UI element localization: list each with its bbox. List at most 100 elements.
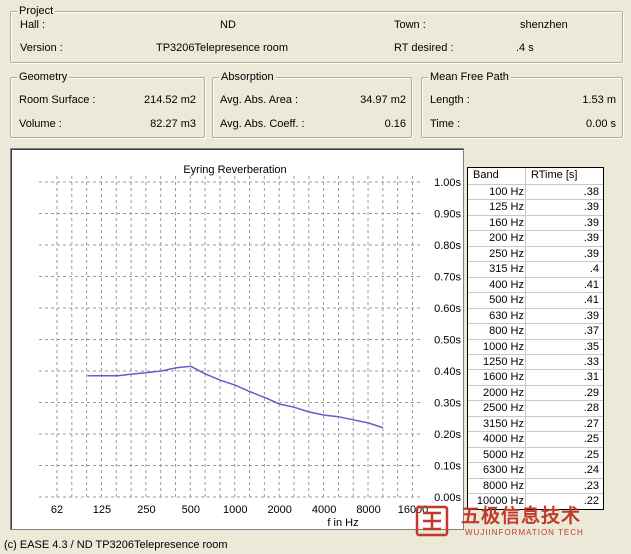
version-label: Version : [20, 42, 63, 54]
band-cell: 250 Hz [489, 247, 524, 260]
avg-abs-coeff-label: Avg. Abs. Coeff. : [220, 118, 305, 130]
band-cell: 100 Hz [489, 186, 524, 198]
rtime-cell: .39 [583, 216, 599, 229]
eyring-reverberation-chart: Eyring Reverberation 0.00s 0.10s 0.20s 0.30s… [39, 164, 461, 529]
rtime-cell: .41 [583, 278, 599, 291]
mean-free-path-group-title: Mean Free Path [428, 70, 511, 84]
watermark-en: WUJIINFORMATION TECH [465, 528, 584, 537]
table-row: 630 Hz .39 [468, 307, 603, 324]
avg-abs-area-label: Avg. Abs. Area : [220, 94, 299, 106]
rtime-cell: .39 [583, 232, 599, 245]
table-row: 1000 Hz .35 [468, 338, 603, 355]
town-label: Town : [394, 19, 426, 31]
watermark-logo: 五极信息技术 WUJIINFORMATION TECH [415, 503, 615, 539]
table-row: 5000 Hz .25 [468, 446, 603, 463]
x-tick-label: 125 [93, 504, 111, 516]
y-tick-label: 0.70s [434, 272, 461, 284]
band-cell: 315 Hz [489, 263, 524, 276]
x-tick-label: 4000 [312, 504, 336, 516]
mfp-length-label: Length : [430, 94, 470, 106]
band-cell: 800 Hz [489, 325, 524, 338]
table-row: 315 Hz .4 [468, 261, 603, 277]
rtime-column-header: RTime [s] [531, 169, 578, 181]
band-cell: 8000 Hz [483, 479, 524, 492]
band-cell: 500 Hz [489, 294, 524, 307]
y-tick-label: 0.50s [434, 335, 461, 347]
x-tick-label: 1000 [223, 504, 247, 516]
table-row: 6300 Hz .24 [468, 462, 603, 478]
project-group-title: Project [17, 4, 56, 18]
table-row: 10000 Hz .22 [468, 493, 603, 509]
table-row: 200 Hz .39 [468, 230, 603, 246]
avg-abs-coeff-value: 0.16 [384, 118, 406, 130]
mfp-time-value: 0.00 s [586, 118, 616, 130]
band-cell: 3150 Hz [483, 417, 524, 430]
band-cell: 630 Hz [489, 309, 524, 322]
y-tick-label: 0.40s [434, 366, 461, 378]
chart-title: Eyring Reverberation [183, 164, 286, 176]
band-cell: 4000 Hz [483, 433, 524, 446]
mfp-length-value: 1.53 m [582, 94, 616, 106]
rtime-cell: .4 [589, 263, 599, 276]
band-cell: 6300 Hz [483, 464, 524, 477]
rtime-cell: .22 [583, 495, 599, 507]
y-tick-label: 0.10s [434, 461, 461, 473]
table-row: 500 Hz .41 [468, 292, 603, 308]
table-row: 2500 Hz .28 [468, 400, 603, 416]
band-column-header: Band [473, 169, 499, 181]
footer-line: (c) EASE 4.3 / ND TP3206Telepresence roo… [4, 539, 228, 551]
version-value: TP3206Telepresence room [156, 42, 289, 54]
table-row: 2000 Hz .29 [468, 384, 603, 401]
hall-label: Hall : [20, 19, 46, 31]
rtime-cell: .29 [583, 386, 599, 399]
geometry-group: Geometry Room Surface : 214.52 m2 Volume… [10, 70, 205, 138]
rtime-cell: .25 [583, 448, 599, 461]
y-tick-label: 0.30s [434, 398, 461, 410]
rtime-table: Band RTime [s] 100 Hz .38 125 Hz .39 160 Hz.… [467, 167, 604, 510]
table-row: 1250 Hz .33 [468, 353, 603, 370]
table-row: 250 Hz .39 [468, 245, 603, 262]
band-cell: 1000 Hz [483, 340, 524, 353]
band-cell: 1600 Hz [483, 371, 524, 384]
project-group: Project Hall : ND Town : shenzhen Versio… [10, 4, 623, 63]
watermark-logo-icon [415, 505, 449, 537]
y-tick-label: 0.80s [434, 240, 461, 252]
y-tick-label: 0.20s [434, 429, 461, 441]
rt-desired-value: .4 s [516, 42, 534, 54]
rt-desired-label: RT desired : [394, 42, 454, 54]
reverberation-graph-panel: Eyring Reverberation 0.00s 0.10s 0.20s 0.30s… [10, 148, 464, 530]
table-row: 8000 Hz .23 [468, 477, 603, 494]
rtime-cell: .37 [583, 325, 599, 338]
x-tick-label: 62 [51, 504, 63, 516]
rtime-cell: .28 [583, 402, 599, 415]
room-surface-value: 214.52 m2 [144, 94, 196, 106]
volume-label: Volume : [19, 118, 62, 130]
absorption-group: Absorption Avg. Abs. Area : 34.97 m2 Avg… [212, 70, 412, 138]
band-cell: 2000 Hz [483, 386, 524, 399]
geometry-group-title: Geometry [17, 70, 70, 84]
rtime-cell: .39 [583, 309, 599, 322]
rtime-cell: .23 [583, 479, 599, 492]
y-tick-label: 0.90s [434, 209, 461, 221]
table-row: 4000 Hz .25 [468, 431, 603, 447]
band-cell: 400 Hz [489, 278, 524, 291]
table-row: 100 Hz .38 [468, 184, 603, 200]
volume-value: 82.27 m3 [150, 118, 196, 130]
y-tick-label: 0.00s [434, 492, 461, 504]
rtime-cell: .25 [583, 433, 599, 446]
x-axis-label: f in Hz [327, 517, 358, 529]
band-cell: 10000 Hz [476, 495, 524, 507]
hall-value: ND [220, 19, 236, 31]
x-tick-label: 250 [137, 504, 155, 516]
room-surface-label: Room Surface : [19, 94, 96, 106]
band-cell: 1250 Hz [483, 355, 524, 368]
x-tick-label: 2000 [267, 504, 291, 516]
rtime-cell: .24 [583, 464, 599, 477]
band-cell: 160 Hz [489, 216, 524, 229]
rtime-cell: .31 [583, 371, 599, 384]
band-cell: 125 Hz [489, 201, 524, 214]
absorption-group-title: Absorption [219, 70, 276, 84]
rtime-cell: .39 [583, 201, 599, 214]
y-tick-label: 1.00s [434, 177, 461, 189]
rt-series-line [87, 365, 384, 429]
